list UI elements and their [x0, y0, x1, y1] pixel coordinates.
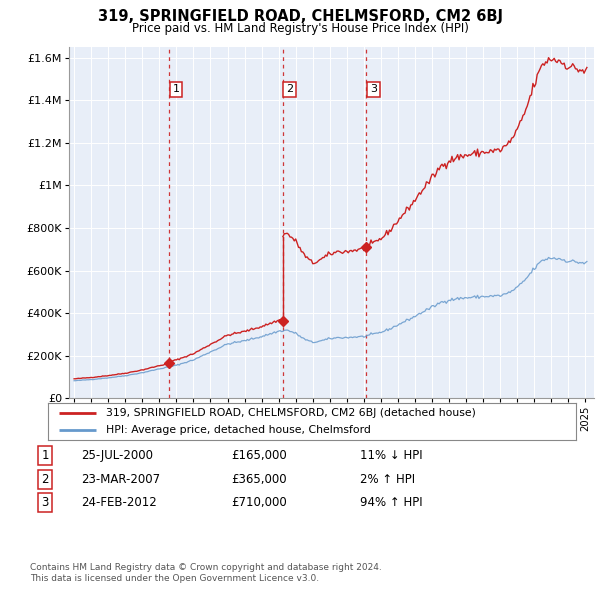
Text: 3: 3: [370, 84, 377, 94]
Text: £710,000: £710,000: [231, 496, 287, 509]
Text: 11% ↓ HPI: 11% ↓ HPI: [360, 449, 422, 462]
Text: 1: 1: [41, 449, 49, 462]
Text: Price paid vs. HM Land Registry's House Price Index (HPI): Price paid vs. HM Land Registry's House …: [131, 22, 469, 35]
Text: £365,000: £365,000: [231, 473, 287, 486]
Text: This data is licensed under the Open Government Licence v3.0.: This data is licensed under the Open Gov…: [30, 573, 319, 583]
Text: HPI: Average price, detached house, Chelmsford: HPI: Average price, detached house, Chel…: [106, 425, 371, 435]
Text: 319, SPRINGFIELD ROAD, CHELMSFORD, CM2 6BJ (detached house): 319, SPRINGFIELD ROAD, CHELMSFORD, CM2 6…: [106, 408, 476, 418]
Text: 94% ↑ HPI: 94% ↑ HPI: [360, 496, 422, 509]
Text: 25-JUL-2000: 25-JUL-2000: [81, 449, 153, 462]
Text: 3: 3: [41, 496, 49, 509]
Text: 23-MAR-2007: 23-MAR-2007: [81, 473, 160, 486]
Text: Contains HM Land Registry data © Crown copyright and database right 2024.: Contains HM Land Registry data © Crown c…: [30, 563, 382, 572]
Text: 24-FEB-2012: 24-FEB-2012: [81, 496, 157, 509]
Text: 2: 2: [286, 84, 293, 94]
Text: £165,000: £165,000: [231, 449, 287, 462]
Text: 319, SPRINGFIELD ROAD, CHELMSFORD, CM2 6BJ: 319, SPRINGFIELD ROAD, CHELMSFORD, CM2 6…: [97, 9, 503, 24]
Text: 2: 2: [41, 473, 49, 486]
Text: 2% ↑ HPI: 2% ↑ HPI: [360, 473, 415, 486]
Text: 1: 1: [172, 84, 179, 94]
